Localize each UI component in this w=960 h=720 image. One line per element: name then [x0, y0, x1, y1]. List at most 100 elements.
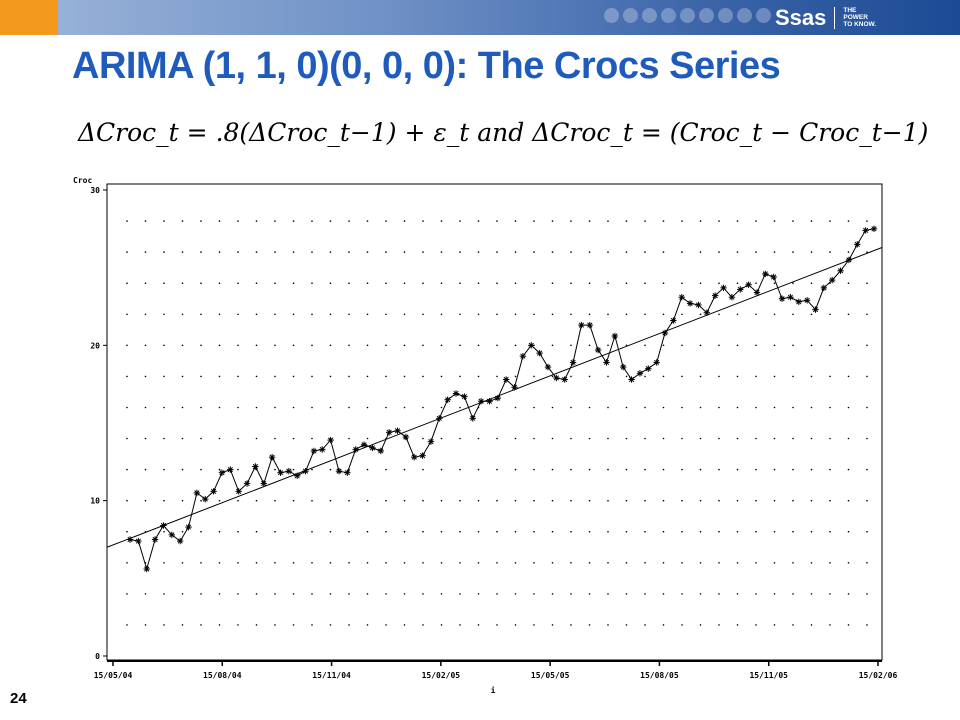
grid-dot	[366, 593, 369, 595]
grid-dot	[496, 282, 498, 285]
grid-dot	[662, 530, 665, 533]
grid-dot	[403, 406, 406, 409]
grid-dot	[348, 562, 350, 564]
grid-dot	[422, 375, 424, 378]
data-point-marker	[444, 396, 451, 403]
grid-dot	[699, 406, 702, 409]
grid-dot	[255, 624, 258, 626]
marker-stroke	[537, 350, 543, 356]
data-point-marker	[260, 480, 267, 487]
grid-dot	[699, 624, 702, 626]
grid-dot	[144, 406, 147, 409]
grid-dot	[403, 530, 406, 533]
data-point-marker	[812, 306, 819, 313]
tagline-line: POWER	[843, 14, 868, 21]
marker-stroke	[829, 277, 835, 283]
grid-dot	[570, 437, 572, 440]
grid-dot	[385, 530, 387, 533]
grid-dot	[570, 375, 572, 378]
grid-dot	[385, 624, 387, 626]
marker-stroke	[428, 439, 434, 445]
marker-stroke	[871, 226, 877, 232]
grid-dot	[681, 530, 683, 533]
grid-dot	[440, 499, 443, 502]
grid-dot	[736, 313, 739, 316]
grid-dot	[459, 406, 461, 409]
data-point-marker	[293, 472, 301, 480]
grid-dot	[625, 375, 628, 378]
grid-dot	[588, 593, 591, 595]
grid-dot	[736, 344, 739, 347]
grid-dot	[126, 530, 128, 533]
grid-dot	[847, 499, 850, 502]
grid-dot	[385, 562, 387, 564]
grid-dot	[274, 251, 276, 253]
grid-dot	[459, 375, 461, 378]
data-point-marker	[578, 321, 585, 329]
data-point-marker	[511, 384, 518, 391]
grid-dot	[607, 344, 609, 347]
grid-dot	[218, 251, 221, 253]
grid-dot	[181, 562, 184, 564]
grid-dot	[570, 282, 572, 285]
grid-dot	[477, 437, 480, 440]
grid-dot	[792, 220, 794, 222]
grid-dot	[625, 593, 628, 595]
grid-dot	[810, 375, 813, 378]
grid-dot	[348, 313, 350, 316]
marker-stroke	[637, 370, 643, 376]
grid-dot	[422, 282, 424, 285]
grid-dot	[699, 313, 702, 316]
grid-dot	[403, 624, 406, 626]
dot	[737, 8, 752, 23]
grid-dot	[662, 624, 665, 626]
grid-dot	[292, 499, 295, 502]
marker-stroke	[219, 470, 225, 476]
grid-dot	[662, 313, 665, 316]
x-tick-label: 15/11/04	[312, 671, 351, 680]
grid-dot	[403, 220, 406, 222]
grid-dot	[810, 220, 813, 222]
grid-dot	[144, 593, 147, 595]
grid-dot	[126, 220, 128, 222]
grid-dot	[403, 593, 406, 595]
grid-dot	[144, 251, 147, 253]
grid-dot	[181, 437, 184, 440]
grid-dot	[311, 344, 313, 347]
data-point-marker	[728, 293, 736, 301]
grid-dot	[163, 437, 165, 440]
grid-dot	[847, 530, 850, 533]
grid-dot	[144, 624, 147, 626]
data-point-marker	[452, 390, 460, 397]
grid-dot	[255, 406, 258, 409]
grid-dot	[496, 344, 498, 347]
data-point-marker	[243, 480, 251, 487]
grid-dot	[477, 624, 480, 626]
data-point-marker	[770, 273, 777, 281]
grid-dot	[551, 530, 554, 533]
grid-dot	[292, 220, 295, 222]
marker-stroke	[211, 488, 217, 494]
grid-dot	[551, 313, 554, 316]
grid-dot	[792, 282, 794, 285]
grid-dot	[755, 499, 757, 502]
grid-dot	[736, 530, 739, 533]
grid-dot	[514, 313, 517, 316]
grid-dot	[496, 562, 498, 564]
marker-stroke	[737, 286, 743, 293]
grid-dot	[847, 282, 850, 285]
grid-dot	[681, 282, 683, 285]
grid-dot	[847, 437, 850, 440]
grid-dot	[477, 530, 480, 533]
data-point-marker	[411, 453, 418, 461]
grid-dot	[570, 562, 572, 564]
data-point-marker	[854, 241, 861, 248]
grid-dot	[200, 437, 202, 440]
marker-stroke	[812, 307, 819, 313]
grid-dot	[200, 406, 202, 409]
data-point-marker	[778, 295, 786, 302]
grid-dot	[699, 375, 702, 378]
grid-dot	[625, 530, 628, 533]
grid-dot	[237, 344, 239, 347]
grid-dot	[403, 562, 406, 564]
